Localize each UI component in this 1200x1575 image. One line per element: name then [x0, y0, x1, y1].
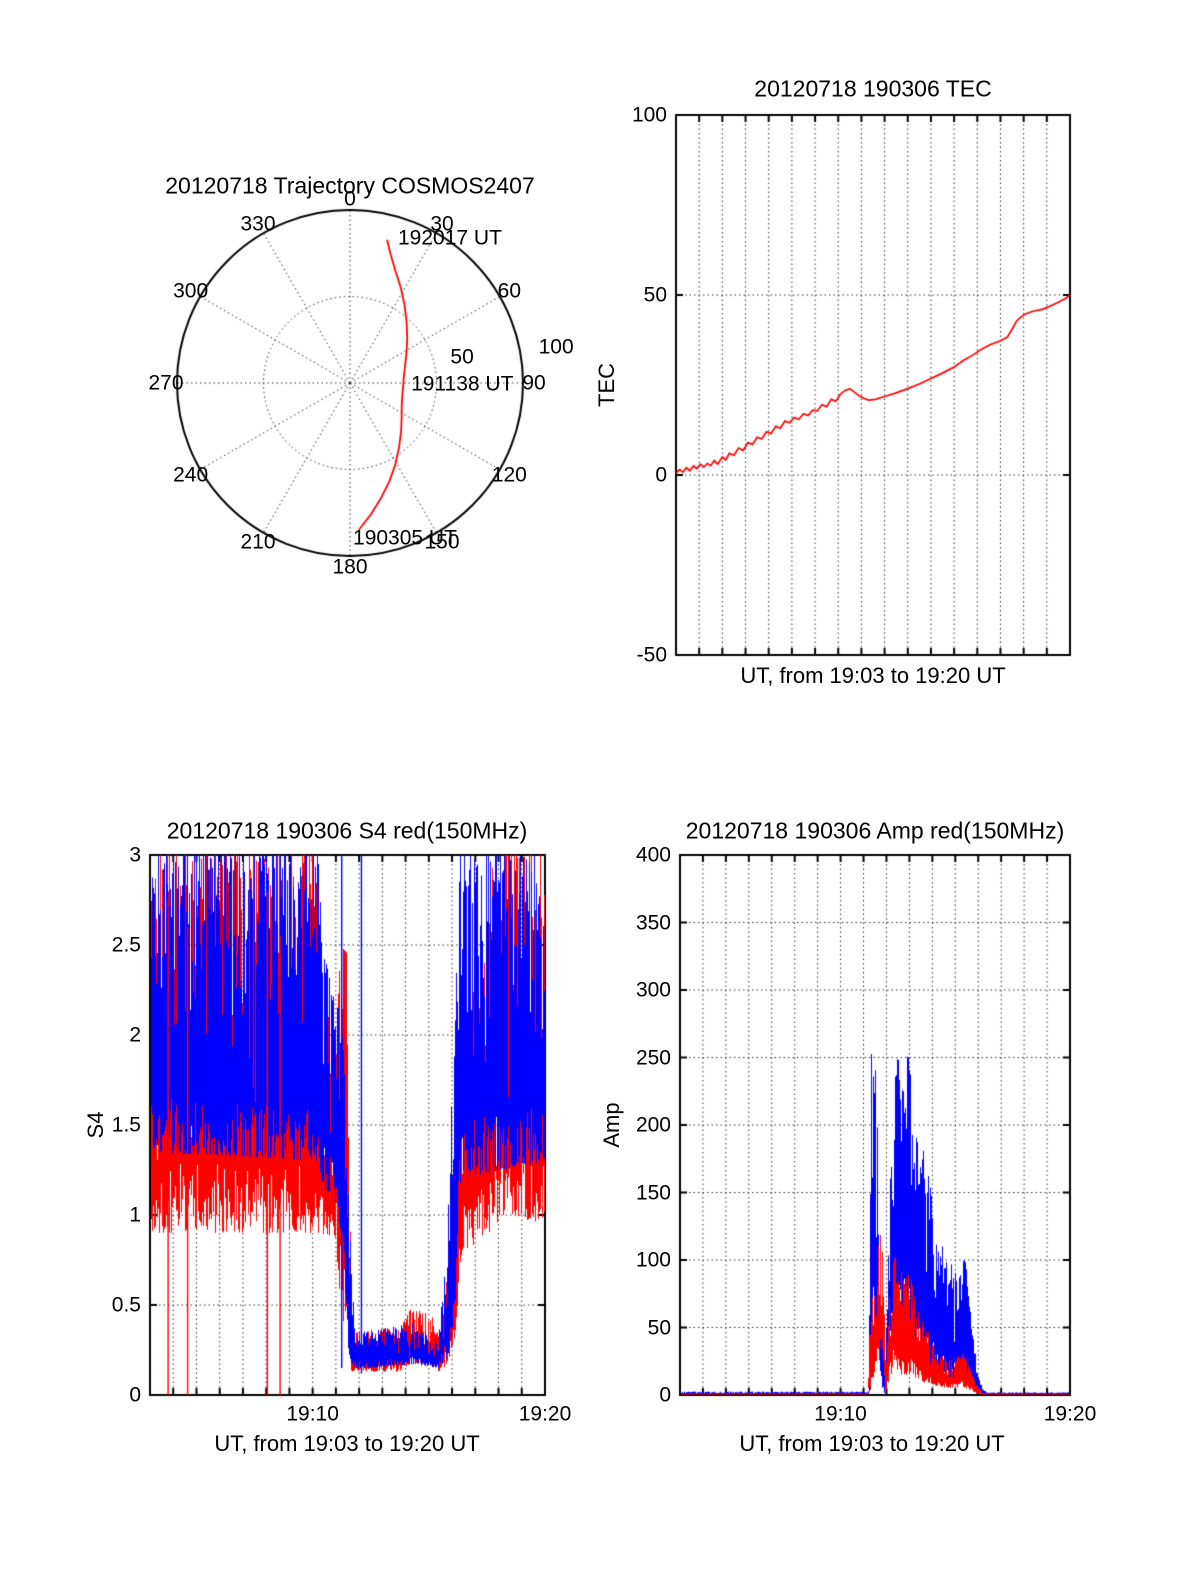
polar-angle-label: 270 [148, 371, 184, 395]
y-tick-label: 2.5 [111, 933, 141, 957]
y-tick-label: 400 [635, 843, 671, 867]
y-tick-label: 250 [635, 1046, 671, 1069]
y-tick-label: -50 [636, 643, 667, 667]
y-tick-label: 100 [635, 1248, 671, 1272]
y-tick-label: 1.5 [111, 1113, 141, 1137]
y-tick-label: 0.5 [111, 1293, 141, 1317]
polar-angle-label: 330 [240, 212, 276, 236]
y-tick-label: 300 [635, 978, 671, 1002]
polar-angle-label: 180 [332, 555, 368, 579]
polar-angle-label: 240 [173, 463, 209, 487]
polar-angle-label: 60 [497, 279, 522, 303]
y-tick-label: 0 [655, 463, 667, 487]
y-tick-label: 1 [129, 1203, 141, 1227]
x-axis-label: UT, from 19:03 to 19:20 UT [739, 1431, 1005, 1456]
x-tick-label: 19:10 [814, 1402, 867, 1426]
y-tick-label: 3 [129, 843, 141, 867]
x-tick-label: 19:20 [518, 1402, 572, 1426]
chart-title: 20120718 Trajectory COSMOS2407 [165, 172, 535, 199]
polar-angle-label: 210 [240, 530, 276, 554]
x-tick-label: 19:20 [1043, 1402, 1097, 1426]
x-tick-label: 19:10 [286, 1402, 339, 1426]
polar-angle-label: 90 [522, 371, 546, 395]
chart-title: 20120718 190306 Amp red(150MHz) [685, 817, 1065, 844]
chart-title: 20120718 190306 S4 red(150MHz) [166, 817, 528, 844]
y-tick-label: 100 [631, 103, 667, 127]
y-tick-label: 350 [635, 911, 671, 934]
x-axis-label: UT, from 19:03 to 19:20 UT [740, 663, 1006, 688]
y-tick-label: 0 [129, 1383, 141, 1407]
y-tick-label: 150 [635, 1181, 671, 1204]
x-axis-label: UT, from 19:03 to 19:20 UT [214, 1431, 480, 1456]
y-tick-label: 0 [659, 1383, 671, 1407]
y-tick-label: 50 [643, 283, 667, 307]
polar-radius-tick-label: 100 [538, 335, 574, 359]
y-axis-label: Amp [599, 1102, 624, 1148]
trajectory-time-annotation: 190305 UT [353, 526, 457, 550]
y-axis-label: TEC [594, 363, 619, 407]
polar-angle-label: 300 [173, 279, 209, 303]
chart-title: 20120718 190306 TEC [754, 75, 992, 102]
polar-angle-label: 150 [424, 530, 460, 554]
polar-angle-label: 0 [344, 187, 356, 211]
polar-angle-label: 120 [491, 463, 527, 487]
trajectory-time-annotation: 191138 UT [411, 372, 514, 396]
y-tick-label: 200 [635, 1113, 671, 1137]
polar-angle-label: 30 [430, 212, 454, 236]
y-tick-label: 50 [647, 1316, 671, 1339]
y-axis-label: S4 [83, 1111, 108, 1139]
polar-radius-tick-label: 50 [450, 345, 474, 369]
y-tick-label: 2 [129, 1023, 141, 1047]
trajectory-time-annotation: 192017 UT [398, 226, 502, 250]
